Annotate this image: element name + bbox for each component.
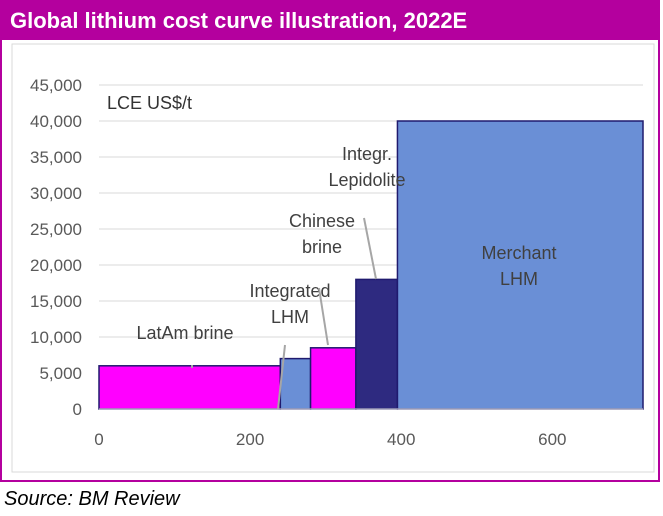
chart-frame: Global lithium cost curve illustration, … [0,0,660,482]
y-tick-label: 25,000 [30,220,82,239]
title-bar: Global lithium cost curve illustration, … [2,2,658,40]
y-tick-label: 5,000 [39,364,82,383]
y-tick-label: 40,000 [30,112,82,131]
bars [98,120,644,410]
y-tick-label: 45,000 [30,76,82,95]
cost-curve-chart: 0 5,000 10,000 15,000 20,000 25,000 30,000 35,0… [11,43,655,473]
cost-bar [396,120,644,410]
x-tick-label: 0 [94,430,103,449]
annotation-line: Integr. [342,144,392,164]
leader-line [277,344,286,410]
annotation-line: LHM [500,269,538,289]
y-tick-label: 15,000 [30,292,82,311]
annotation-line: Merchant [481,243,556,263]
annotation-line: brine [302,237,342,257]
x-tick-label: 400 [387,430,415,449]
annotations: LatAm brine Integrated LHM Chinese brine Inte… [136,144,557,410]
cost-bar [355,278,399,410]
annotation-line: Chinese [289,211,355,231]
y-axis-unit-label: LCE US$/t [107,93,192,113]
annotation-line: Integrated [249,281,330,301]
plot-area-border [11,43,655,473]
y-tick-label: 30,000 [30,184,82,203]
annotation-label: Integrated LHM [249,281,330,327]
x-tick-label: 600 [538,430,566,449]
chart-title: Global lithium cost curve illustration, … [10,8,468,33]
annotation-line: LatAm brine [136,323,233,343]
x-tick-label: 200 [236,430,264,449]
cost-bar [98,365,282,410]
y-tick-label: 10,000 [30,328,82,347]
source-note: Source: BM Review [4,488,180,510]
annotation-line: LHM [271,307,309,327]
leader-line [363,217,377,280]
annotation-line: Lepidolite [328,170,405,190]
leader-line [318,287,329,346]
cost-bar [309,347,357,410]
y-tick-label: 20,000 [30,256,82,275]
y-tick-label: 35,000 [30,148,82,167]
annotation-label: Integr. Lepidolite [328,144,405,190]
annotation-label: Chinese brine [289,211,355,257]
axes: 0 5,000 10,000 15,000 20,000 25,000 30,000 35,0… [30,76,643,449]
cost-bar [279,357,312,410]
annotation-label: Merchant LHM [481,243,556,289]
y-tick-label: 0 [73,400,82,419]
annotation-label: LatAm brine [136,323,233,343]
